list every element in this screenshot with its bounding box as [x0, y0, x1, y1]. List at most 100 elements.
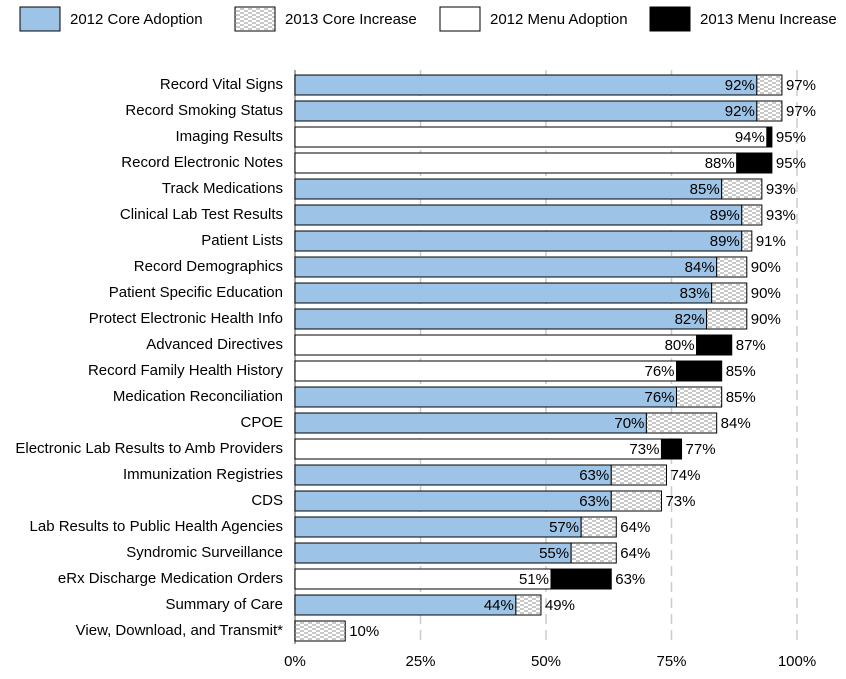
bar-label: 89%: [710, 207, 740, 224]
y-tick-label: Record Smoking Status: [125, 102, 283, 119]
bar-segment: [741, 204, 763, 226]
bar-segment: [716, 256, 748, 278]
bar-label: 44%: [484, 597, 514, 614]
bar-segment: [294, 386, 678, 408]
bar-label: 63%: [579, 493, 609, 510]
y-tick-label: Record Demographics: [134, 258, 283, 275]
bar-segment: [515, 594, 542, 616]
bar-label: 70%: [614, 415, 644, 432]
bar-label: 84%: [685, 259, 715, 276]
bar-segment: [741, 230, 753, 252]
y-tick-label: CPOE: [240, 414, 283, 431]
legend-label: 2013 Core Increase: [285, 11, 417, 28]
bar-segment: [294, 438, 662, 460]
y-tick-label: Electronic Lab Results to Amb Providers: [15, 440, 283, 457]
bar-segment: [294, 178, 723, 200]
bar-segment: [294, 412, 647, 434]
bar-label: 80%: [665, 337, 695, 354]
bar-label: 76%: [644, 363, 674, 380]
bar-segment: [294, 126, 768, 148]
total-label: 64%: [620, 545, 650, 562]
bar-label: 94%: [735, 129, 765, 146]
y-tick-label: Immunization Registries: [123, 466, 283, 483]
bar-segment: [294, 490, 612, 512]
bar-segment: [756, 100, 783, 122]
bar-segment: [570, 542, 617, 564]
bar-label: 82%: [675, 311, 705, 328]
bar-label: 89%: [710, 233, 740, 250]
bar-label: 73%: [629, 441, 659, 458]
legend-label: 2013 Menu Increase: [700, 11, 837, 28]
bar-segment: [736, 152, 773, 174]
total-label: 85%: [726, 389, 756, 406]
y-tick-label: Imaging Results: [175, 128, 283, 145]
bar-segment: [294, 282, 713, 304]
total-label: 64%: [620, 519, 650, 536]
bar-segment: [610, 490, 662, 512]
bar-label: 92%: [725, 77, 755, 94]
bar-segment: [711, 282, 748, 304]
total-label: 97%: [786, 103, 816, 120]
bar-segment: [721, 178, 763, 200]
bar-segment: [610, 464, 667, 486]
x-tick-label: 75%: [656, 653, 686, 670]
x-tick-label: 25%: [405, 653, 435, 670]
x-tick-label: 50%: [531, 653, 561, 670]
y-tick-label: Patient Specific Education: [109, 284, 283, 301]
total-label: 84%: [721, 415, 751, 432]
total-label: 95%: [776, 129, 806, 146]
bar-segment: [294, 334, 698, 356]
total-label: 85%: [726, 363, 756, 380]
total-label: 10%: [349, 623, 379, 640]
bar-label: 83%: [680, 285, 710, 302]
bar-segment: [766, 126, 773, 148]
x-tick-label: 100%: [778, 653, 816, 670]
bar-segment: [294, 230, 743, 252]
bar-segment: [294, 594, 517, 616]
bar-segment: [706, 308, 748, 330]
bar-segment: [696, 334, 733, 356]
y-tick-label: Syndromic Surveillance: [126, 544, 283, 561]
legend-swatch: [649, 6, 691, 32]
bar-segment: [294, 464, 612, 486]
bar-segment: [294, 308, 708, 330]
total-label: 95%: [776, 155, 806, 172]
y-tick-label: Medication Reconciliation: [113, 388, 283, 405]
bar-segment: [550, 568, 612, 590]
total-label: 63%: [615, 571, 645, 588]
total-label: 90%: [751, 259, 781, 276]
bar-segment: [294, 100, 758, 122]
bar-label: 92%: [725, 103, 755, 120]
bar-segment: [294, 204, 743, 226]
bar-segment: [294, 568, 552, 590]
bar-segment: [294, 542, 572, 564]
bar-segment: [580, 516, 617, 538]
total-label: 49%: [545, 597, 575, 614]
bar-label: 85%: [690, 181, 720, 198]
bar-segment: [756, 74, 783, 96]
total-label: 93%: [766, 181, 796, 198]
total-label: 74%: [670, 467, 700, 484]
total-label: 93%: [766, 207, 796, 224]
bar-label: 76%: [644, 389, 674, 406]
y-tick-label: Advanced Directives: [146, 336, 283, 353]
legend-swatch: [19, 6, 61, 32]
bar-label: 55%: [539, 545, 569, 562]
bar-label: 63%: [579, 467, 609, 484]
y-tick-label: Clinical Lab Test Results: [120, 206, 283, 223]
legend-label: 2012 Menu Adoption: [490, 11, 628, 28]
y-tick-label: Record Family Health History: [88, 362, 284, 379]
total-label: 73%: [665, 493, 695, 510]
y-tick-label: Patient Lists: [201, 232, 283, 249]
total-label: 97%: [786, 77, 816, 94]
bar-segment: [294, 152, 738, 174]
y-tick-label: Record Electronic Notes: [121, 154, 283, 171]
y-tick-label: eRx Discharge Medication Orders: [58, 570, 283, 587]
y-tick-label: CDS: [251, 492, 283, 509]
y-tick-label: Summary of Care: [165, 596, 283, 613]
bar-segment: [294, 620, 346, 642]
bar-segment: [676, 386, 723, 408]
total-label: 87%: [736, 337, 766, 354]
bar-label: 88%: [705, 155, 735, 172]
